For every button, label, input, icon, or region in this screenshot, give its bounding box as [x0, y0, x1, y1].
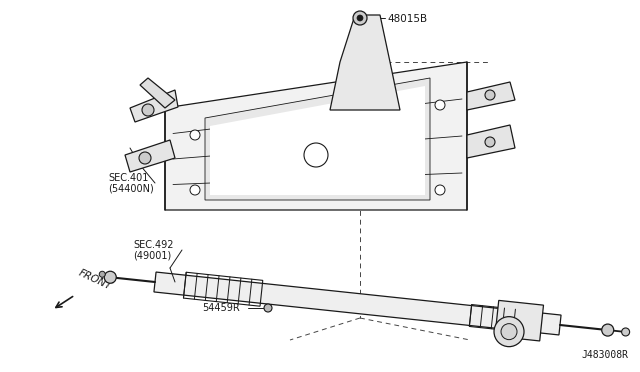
Polygon shape	[467, 125, 515, 158]
Circle shape	[435, 100, 445, 110]
Polygon shape	[140, 78, 175, 108]
Circle shape	[99, 271, 105, 277]
Circle shape	[104, 271, 116, 283]
Text: FRONT: FRONT	[77, 268, 113, 292]
Circle shape	[190, 185, 200, 195]
Text: SEC.401: SEC.401	[108, 173, 148, 183]
Circle shape	[357, 15, 363, 21]
Polygon shape	[495, 301, 543, 341]
Circle shape	[142, 104, 154, 116]
Circle shape	[494, 317, 524, 347]
Text: (54400N): (54400N)	[108, 183, 154, 193]
Polygon shape	[130, 90, 178, 122]
Text: 48015B: 48015B	[387, 14, 427, 24]
Text: J483008R: J483008R	[581, 350, 628, 360]
Polygon shape	[210, 86, 425, 195]
Circle shape	[264, 304, 272, 312]
Circle shape	[485, 90, 495, 100]
Circle shape	[485, 137, 495, 147]
Text: 54459R: 54459R	[202, 303, 240, 313]
Polygon shape	[154, 272, 561, 335]
Circle shape	[501, 324, 517, 340]
Polygon shape	[165, 62, 467, 210]
Polygon shape	[205, 78, 430, 200]
Circle shape	[621, 328, 630, 336]
Circle shape	[353, 11, 367, 25]
Polygon shape	[330, 15, 400, 110]
Circle shape	[139, 152, 151, 164]
Text: SEC.492: SEC.492	[133, 240, 173, 250]
Circle shape	[435, 185, 445, 195]
Circle shape	[602, 324, 614, 336]
Text: (49001): (49001)	[133, 250, 172, 260]
Circle shape	[190, 130, 200, 140]
Polygon shape	[125, 140, 175, 172]
Circle shape	[304, 143, 328, 167]
Polygon shape	[467, 82, 515, 110]
